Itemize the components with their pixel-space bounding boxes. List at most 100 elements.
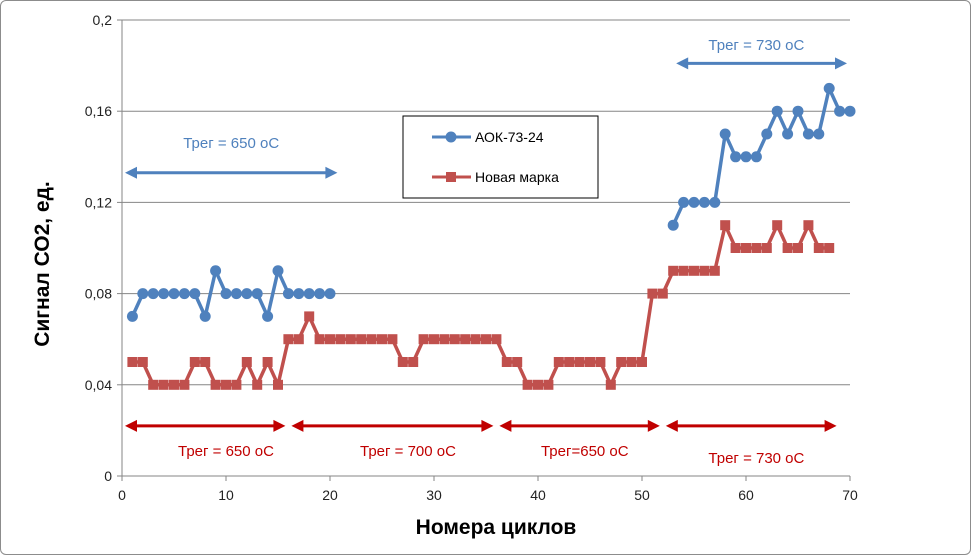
data-point: [439, 334, 450, 345]
data-point: [657, 288, 668, 299]
data-point: [251, 288, 263, 300]
data-point: [220, 288, 232, 300]
annotation-label: Трег = 650 оС: [178, 443, 274, 460]
data-point: [501, 357, 512, 367]
series-line: [132, 223, 830, 387]
x-tick-labels: 0 10 20 30 40 50 60 70: [118, 487, 858, 503]
data-point: [688, 196, 700, 208]
data-point: [750, 151, 762, 163]
data-point: [168, 288, 180, 300]
data-point: [678, 196, 690, 208]
annotation-label: Трег = 650 оС: [183, 135, 279, 152]
data-point: [293, 288, 305, 300]
data-point: [553, 357, 564, 367]
data-point: [137, 288, 149, 300]
data-point: [178, 288, 190, 300]
annotation-arrow-head: [325, 166, 338, 179]
data-point: [802, 128, 814, 140]
annotation-label: Трег=650 оС: [541, 443, 629, 460]
data-point: [543, 379, 554, 390]
data-point: [771, 105, 783, 117]
data-point: [230, 288, 242, 300]
data-point: [709, 196, 721, 208]
data-point: [533, 379, 543, 390]
data-point: [793, 243, 803, 253]
data-point: [689, 265, 699, 276]
data-point: [813, 243, 824, 253]
series-1: [127, 220, 835, 390]
x-tick-label: 10: [218, 487, 234, 503]
data-point: [470, 334, 481, 345]
data-point: [449, 334, 460, 345]
data-point: [741, 243, 751, 253]
data-point: [668, 265, 679, 276]
legend-label-novaya: Новая марка: [475, 169, 559, 185]
y-tick-labels: 0 0,04 0,08 0,12 0,16 0,2: [85, 12, 112, 484]
data-point: [803, 220, 814, 231]
data-point: [429, 334, 439, 345]
y-tick-label: 0,08: [85, 286, 112, 302]
data-point: [699, 265, 710, 276]
x-tick-label: 40: [530, 487, 546, 503]
legend-label-aok: АОК-73-24: [475, 129, 544, 145]
legend-box: [402, 115, 599, 199]
data-point: [823, 82, 835, 94]
x-tick-label: 30: [426, 487, 442, 503]
data-point: [241, 288, 253, 300]
data-point: [512, 357, 523, 367]
data-point: [564, 357, 575, 367]
data-point: [761, 128, 773, 140]
x-tick-label: 50: [634, 487, 650, 503]
y-tick-label: 0,04: [85, 377, 112, 393]
annotations: Трег = 650 оС Трег = 730 оС Трег = 650 оС Т…: [125, 37, 847, 467]
data-point: [147, 288, 159, 300]
data-point: [189, 288, 201, 300]
data-point: [241, 357, 252, 367]
data-point: [169, 379, 179, 390]
data-point: [137, 357, 148, 367]
data-point: [460, 334, 471, 345]
data-point: [698, 196, 710, 208]
x-axis-title: Номера циклов: [416, 516, 577, 539]
data-point: [283, 334, 294, 345]
data-point: [158, 379, 169, 390]
data-point: [751, 243, 762, 253]
annotation-arrow-head: [835, 57, 847, 70]
data-point: [335, 334, 346, 345]
gridlines: [117, 19, 851, 481]
data-point: [834, 105, 846, 117]
data-point: [720, 220, 731, 231]
data-point: [824, 243, 835, 253]
annotation-3: Трег = 700 оС: [291, 419, 494, 460]
data-point: [491, 334, 502, 345]
y-axis-title: Сигнал СО2, ед.: [31, 181, 54, 347]
data-point: [740, 151, 752, 163]
data-point: [200, 357, 211, 367]
x-tick-label: 70: [842, 487, 858, 503]
annotation-arrow-head: [824, 419, 837, 432]
data-point: [221, 379, 231, 390]
data-point: [304, 311, 315, 322]
data-point: [709, 265, 720, 276]
data-point: [522, 379, 533, 390]
data-point: [647, 288, 658, 299]
annotation-arrow-head: [665, 419, 678, 432]
y-tick-label: 0,16: [85, 103, 112, 119]
data-point: [792, 105, 804, 117]
data-point: [397, 357, 408, 367]
legend: АОК-73-24 Новая марка: [402, 115, 599, 199]
data-point: [273, 379, 283, 390]
data-point: [314, 288, 326, 300]
data-point: [637, 357, 647, 367]
data-point: [210, 265, 222, 277]
data-point: [210, 379, 221, 390]
annotation-1: Трег = 730 оС: [676, 37, 847, 70]
data-point: [377, 334, 387, 345]
y-tick-label: 0,12: [85, 194, 112, 210]
data-point: [730, 151, 742, 163]
data-point: [772, 220, 783, 231]
data-point: [127, 357, 138, 367]
series: [126, 82, 856, 390]
